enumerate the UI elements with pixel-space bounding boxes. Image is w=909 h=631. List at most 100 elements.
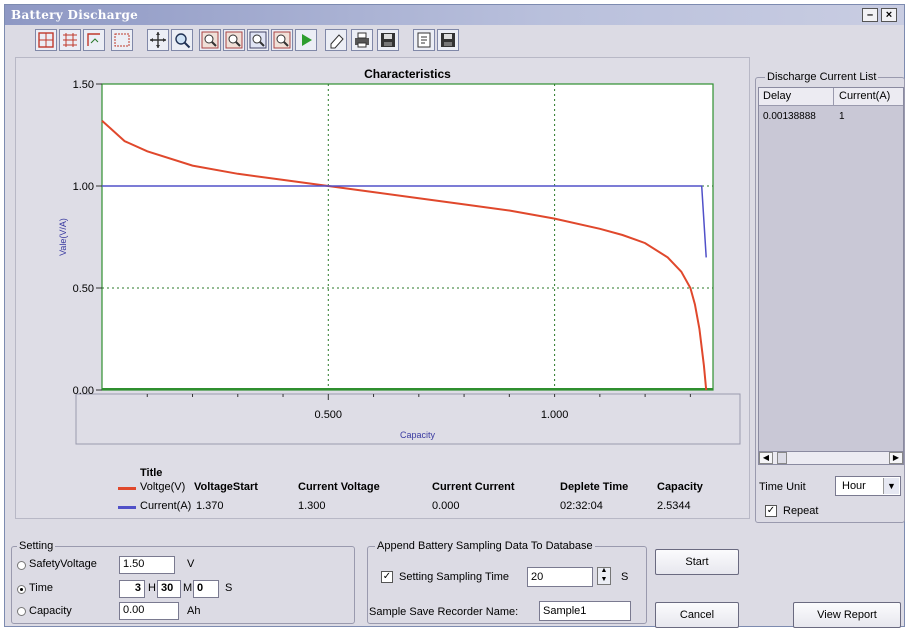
append-database-title: Append Battery Sampling Data To Database xyxy=(375,540,595,552)
time-minutes-unit: M xyxy=(183,582,193,594)
plot-area xyxy=(101,83,714,391)
repeat-checkbox[interactable]: ✓ xyxy=(765,505,777,517)
current-legend-swatch xyxy=(118,506,136,509)
current-current-value: 0.000 xyxy=(432,500,460,512)
zoom-out-icon[interactable] xyxy=(247,29,269,51)
view-report-button[interactable]: View Report xyxy=(793,602,901,628)
repeat-label: Repeat xyxy=(783,505,819,517)
zoom-y-icon[interactable] xyxy=(223,29,245,51)
time-seconds-input[interactable]: 0 xyxy=(193,580,219,598)
close-button[interactable]: × xyxy=(881,8,897,22)
capacity-value: 2.5344 xyxy=(657,500,691,512)
safety-voltage-label: SafetyVoltage xyxy=(29,558,97,570)
cancel-button[interactable]: Cancel xyxy=(655,602,739,628)
list-horizontal-scrollbar[interactable]: ◀ ▶ xyxy=(758,451,904,465)
row-delay: 0.00138888 xyxy=(763,111,816,122)
x-tick-label-1: 1.000 xyxy=(541,409,569,421)
eraser-icon[interactable] xyxy=(325,29,347,51)
characteristics-chart[interactable]: 0.00 0.50 1.00 1.50 0.500 1.000 Characteristic… xyxy=(16,58,751,520)
y-axis-label: Vale(V/A) xyxy=(58,218,68,256)
legend-title: Title xyxy=(140,467,163,479)
time-hours-unit: H xyxy=(148,582,156,594)
setting-title: Setting xyxy=(17,540,56,552)
col-capacity: Capacity xyxy=(657,481,703,493)
spin-down-icon[interactable]: ▼ xyxy=(600,576,608,583)
row-current: 1 xyxy=(839,111,845,122)
safety-voltage-radio[interactable] xyxy=(17,561,26,570)
y-tick-label-1: 0.50 xyxy=(73,283,94,295)
setting-group xyxy=(11,546,355,624)
scroll-left-icon[interactable]: ◀ xyxy=(759,452,773,464)
axis-options-icon[interactable] xyxy=(35,29,57,51)
scroll-thumb[interactable] xyxy=(777,452,787,464)
voltage-legend-label: Voltge(V) xyxy=(140,481,186,493)
crosshair-icon[interactable] xyxy=(147,29,169,51)
zoom-in-icon[interactable] xyxy=(171,29,193,51)
x-tick-label-0: 0.500 xyxy=(315,409,343,421)
discharge-list-view[interactable]: Delay Current(A) 0.00138888 1 xyxy=(758,87,904,465)
time-minutes-input[interactable]: 30 xyxy=(157,580,181,598)
y-tick-label-2: 1.00 xyxy=(73,181,94,193)
safety-voltage-input[interactable]: 1.50 xyxy=(119,556,175,574)
recorder-name-input[interactable]: Sample1 xyxy=(539,601,631,621)
time-unit-label: Time Unit xyxy=(759,481,806,493)
legend-icon[interactable] xyxy=(111,29,133,51)
capacity-unit: Ah xyxy=(187,605,201,617)
time-hours-input[interactable]: 3 xyxy=(119,580,145,598)
export-icon[interactable] xyxy=(413,29,435,51)
sampling-time-input[interactable]: 20 xyxy=(527,567,593,587)
discharge-current-list-panel: Discharge Current List Delay Current(A) … xyxy=(755,71,907,525)
sampling-time-unit: S xyxy=(621,571,629,583)
col-current[interactable]: Current(A) xyxy=(839,90,891,102)
safety-voltage-unit: V xyxy=(187,558,195,570)
scroll-right-icon[interactable]: ▶ xyxy=(889,452,903,464)
chevron-down-icon[interactable]: ▼ xyxy=(883,478,899,494)
play-icon[interactable] xyxy=(295,29,317,51)
time-radio[interactable] xyxy=(17,585,26,594)
col-current-current: Current Current xyxy=(432,481,515,493)
cursor-icon[interactable] xyxy=(83,29,105,51)
time-unit-value: Hour xyxy=(842,480,866,492)
voltage-start-value: 1.370 xyxy=(196,500,224,512)
discharge-list-title: Discharge Current List xyxy=(765,71,879,83)
sampling-time-checkbox[interactable]: ✓ xyxy=(381,571,393,583)
chart-panel: 0.00 0.50 1.00 1.50 0.500 1.000 Characteristic… xyxy=(15,57,750,519)
list-item[interactable]: 0.00138888 1 xyxy=(759,109,903,125)
y-tick-label-0: 0.00 xyxy=(73,385,94,397)
current-voltage-value: 1.300 xyxy=(298,500,326,512)
time-unit-select[interactable]: Hour ▼ xyxy=(835,476,901,496)
minimize-button[interactable]: – xyxy=(862,8,878,22)
y-tick-label-3: 1.50 xyxy=(73,79,94,91)
series-line-voltgev xyxy=(101,119,708,391)
save-icon[interactable] xyxy=(377,29,399,51)
capacity-radio[interactable] xyxy=(17,607,26,616)
discharge-list-header: Delay Current(A) xyxy=(759,88,903,106)
battery-discharge-window: Battery Discharge – × xyxy=(4,4,907,628)
x-axis-band xyxy=(75,393,741,445)
col-voltage-start: VoltageStart xyxy=(194,481,258,493)
sampling-time-spinner[interactable]: ▲ ▼ xyxy=(597,567,611,585)
title-bar[interactable]: Battery Discharge – × xyxy=(5,5,904,25)
col-current-voltage: Current Voltage xyxy=(298,481,380,493)
print-icon[interactable] xyxy=(351,29,373,51)
col-deplete-time: Deplete Time xyxy=(560,481,629,493)
zoom-x-icon[interactable] xyxy=(199,29,221,51)
col-delay[interactable]: Delay xyxy=(763,90,792,102)
capacity-label: Capacity xyxy=(29,605,72,617)
chart-toolbar xyxy=(35,29,595,55)
capacity-input[interactable]: 0.00 xyxy=(119,602,179,620)
voltage-legend-swatch xyxy=(118,487,136,490)
time-seconds-unit: S xyxy=(225,582,233,594)
chart-title: Characteristics xyxy=(364,67,451,81)
series-line-currenta xyxy=(102,185,707,258)
zoom-reset-icon[interactable] xyxy=(271,29,293,51)
start-button[interactable]: Start xyxy=(655,549,739,575)
spin-up-icon[interactable]: ▲ xyxy=(600,567,608,574)
current-legend-label: Current(A) xyxy=(140,500,192,512)
window-title: Battery Discharge xyxy=(11,8,139,22)
time-label: Time xyxy=(29,582,54,594)
x-axis-label: Capacity xyxy=(400,430,436,440)
sampling-time-label: Setting Sampling Time xyxy=(399,571,510,583)
grid-icon[interactable] xyxy=(59,29,81,51)
save-data-icon[interactable] xyxy=(437,29,459,51)
